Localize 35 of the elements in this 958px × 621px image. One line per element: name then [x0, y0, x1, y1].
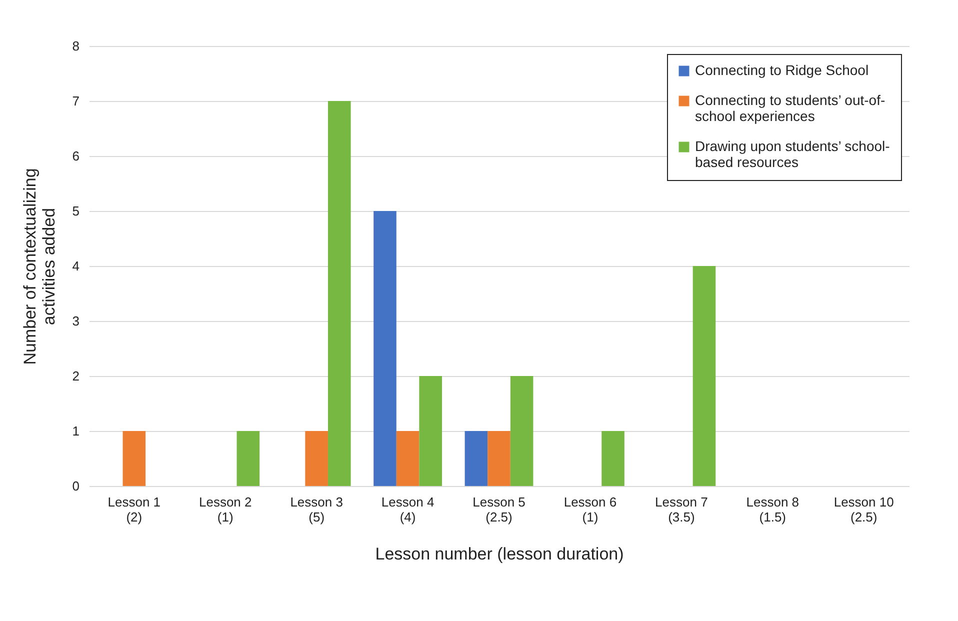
bar: [419, 376, 442, 486]
x-tick-label: Lesson 10 (2.5): [834, 494, 894, 524]
y-tick-label: 6: [72, 148, 80, 164]
bar: [488, 431, 510, 486]
bar: [464, 431, 488, 486]
bar: [510, 376, 534, 486]
bar: [602, 431, 624, 486]
bar: [374, 211, 396, 486]
bar: [692, 266, 716, 486]
x-tick-label: Lesson 7 (3.5): [655, 494, 708, 524]
y-tick-label: 2: [72, 368, 80, 384]
bar: [236, 431, 260, 486]
y-tick-label: 0: [72, 478, 80, 494]
bar: [305, 431, 328, 486]
legend-label: Connecting to students’ out-of-school experiences: [695, 92, 886, 124]
bar: [328, 101, 351, 486]
x-tick-label: Lesson 3 (5): [290, 494, 343, 524]
legend-label: Connecting to Ridge School: [695, 62, 869, 78]
x-tick-label: Lesson 6 (1): [564, 494, 617, 524]
x-tick-label: Lesson 8 (1.5): [746, 494, 800, 524]
x-tick-label: Lesson 4 (4): [381, 494, 434, 524]
y-tick-label: 8: [72, 38, 80, 54]
y-tick-label: 4: [72, 258, 80, 274]
bar: [396, 431, 420, 486]
y-tick-label: 3: [72, 314, 80, 328]
legend-label: Drawing upon students’ school-based resources: [695, 138, 890, 170]
y-tick-label: 1: [72, 424, 80, 438]
x-axis-title: Lesson number (lesson duration): [375, 544, 624, 564]
x-tick-label: Lesson 1 (2): [108, 494, 161, 524]
y-axis-title: Number of contextualizing activities added: [20, 168, 58, 365]
x-tick-label: Lesson 2 (1): [198, 494, 252, 524]
y-tick-label: 5: [72, 204, 80, 218]
bar: [122, 431, 146, 486]
x-tick-label: Lesson 5 (2.5): [472, 494, 526, 524]
y-tick-label: 7: [72, 94, 80, 108]
